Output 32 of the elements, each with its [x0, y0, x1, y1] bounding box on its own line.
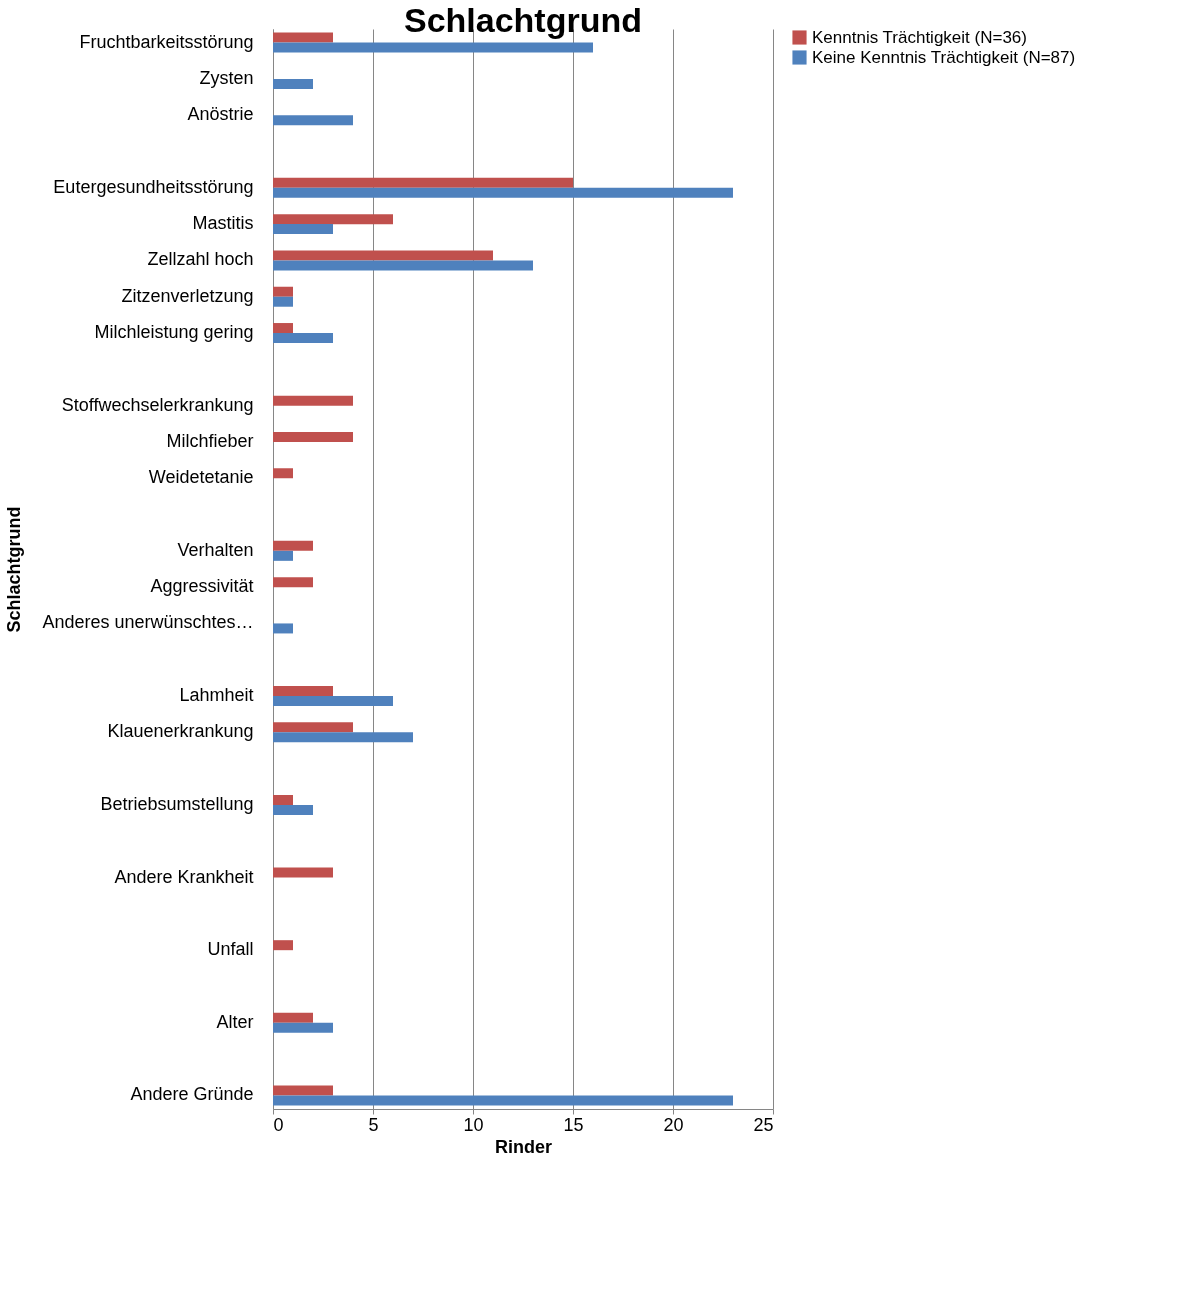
y-tick-label: Lahmheit [179, 685, 254, 706]
y-tick-label: Alter [216, 1011, 254, 1032]
y-axis-title: Schlachtgrund [3, 506, 24, 633]
legend-label: Kenntnis Trächtigkeit (N=36) [812, 27, 1027, 47]
y-tick-label: Klauenerkrankung [107, 721, 254, 742]
x-tick-label: 5 [368, 1114, 379, 1135]
y-tick-label: Stoffwechselerkrankung [61, 394, 254, 415]
y-tick-label: Mastitis [192, 213, 254, 234]
y-tick-label: Zitzenverletzung [121, 285, 254, 306]
chart-title: Schlachtgrund [403, 1, 643, 39]
x-tick-label: 25 [753, 1114, 774, 1135]
y-tick-label: Andere Gründe [130, 1084, 254, 1105]
y-tick-label: Unfall [207, 939, 254, 960]
legend-label: Keine Kenntnis Trächtigkeit (N=87) [812, 47, 1076, 67]
y-tick-label: Andere Krankheit [114, 866, 254, 887]
y-tick-label: Milchfieber [166, 430, 254, 451]
x-tick-label: 20 [663, 1114, 684, 1135]
y-tick-label: Aggressivität [150, 576, 254, 597]
y-tick-label: Verhalten [177, 539, 254, 560]
x-axis-title: Rinder [494, 1136, 553, 1157]
x-tick-label: 10 [463, 1114, 484, 1135]
y-tick-label: Zellzahl hoch [147, 249, 254, 270]
y-tick-label: Fruchtbarkeitsstörung [79, 31, 254, 52]
y-tick-label: Milchleistung gering [94, 322, 254, 343]
y-tick-label: Zysten [199, 67, 254, 88]
y-tick-label: Anderes unerwünschtes… [42, 612, 254, 633]
x-tick-label: 0 [273, 1114, 284, 1135]
y-tick-label: Anöstrie [187, 104, 254, 125]
y-tick-label: Eutergesundheitsstörung [53, 176, 254, 197]
y-tick-label: Betriebsumstellung [100, 793, 254, 814]
y-tick-label: Weidetetanie [148, 467, 254, 488]
x-tick-label: 15 [563, 1114, 584, 1135]
